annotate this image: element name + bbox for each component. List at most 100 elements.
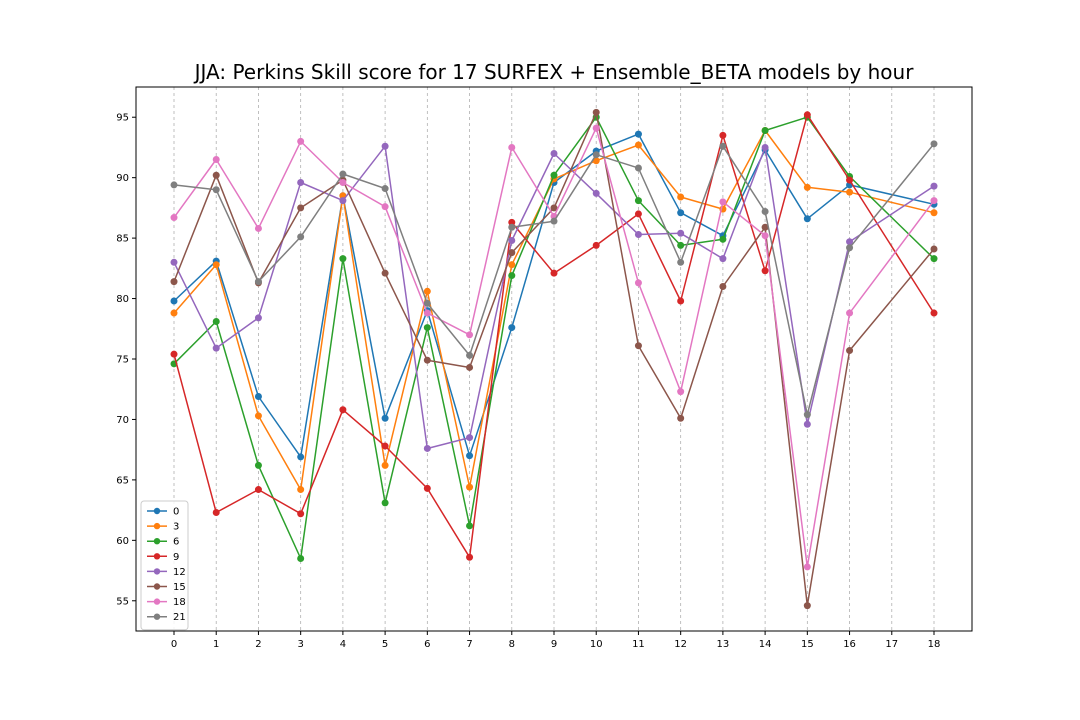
series-line [173,133,935,458]
data-point [930,309,938,317]
data-point [297,204,305,212]
data-point [677,297,685,305]
series-21 [170,140,938,419]
y-tick-label: 55 [116,596,129,607]
legend-item: 15 [147,582,186,593]
series-line [173,129,935,491]
data-point [423,324,431,332]
data-point [677,193,685,201]
data-point [930,182,938,190]
data-point [508,324,516,332]
legend-label: 21 [173,612,186,623]
data-point [846,347,854,355]
data-point [508,261,516,269]
legend-label: 18 [173,597,186,608]
data-point [381,414,389,422]
data-point [677,229,685,237]
data-point [170,258,178,266]
series-line [173,143,935,416]
data-point [297,453,305,461]
data-point [466,553,474,561]
data-point [761,223,769,231]
y-tick-label: 65 [116,475,129,486]
x-tick-label: 16 [843,639,856,650]
x-tick-label: 15 [801,639,814,650]
data-point [550,204,558,212]
data-point [592,108,600,116]
legend-swatch-marker [153,568,161,575]
series-line [173,145,935,450]
legend-item: 21 [147,612,186,623]
data-point [297,179,305,187]
x-tick-label: 14 [759,639,772,650]
data-point [212,186,220,194]
data-point [423,356,431,364]
data-point [466,331,474,339]
data-point [846,309,854,317]
legend-item: 6 [147,537,179,548]
data-point [212,261,220,269]
data-point [339,255,347,263]
data-point [381,203,389,211]
data-point [381,499,389,507]
data-point [550,149,558,157]
data-point [719,131,727,139]
data-point [677,414,685,422]
data-point [803,602,811,610]
data-point [508,143,516,151]
legend-swatch-marker [153,538,161,545]
data-point [254,412,262,420]
data-point [803,111,811,119]
data-point [297,137,305,145]
data-point [930,255,938,263]
data-point [803,411,811,419]
data-point [592,151,600,159]
data-point [466,363,474,371]
data-point [719,282,727,290]
legend-label: 15 [173,582,186,593]
series-layer [170,108,938,610]
legend-label: 0 [173,507,179,518]
series-line [173,127,935,568]
data-point [761,127,769,135]
data-point [212,318,220,326]
data-point [634,130,642,138]
legend-swatch-marker [153,583,161,590]
legend-item: 18 [147,597,186,608]
data-point [592,157,600,165]
data-point [254,314,262,322]
data-point [550,269,558,277]
x-tick-label: 9 [551,639,557,650]
data-point [719,142,727,150]
y-tick-label: 60 [116,536,129,547]
data-point [592,241,600,249]
data-point [297,486,305,494]
data-point [508,249,516,257]
data-point [170,350,178,358]
data-point [550,217,558,225]
data-point [170,214,178,222]
data-point [339,170,347,178]
x-tick-label: 4 [340,639,346,650]
data-point [634,279,642,287]
data-point [339,406,347,414]
data-point [170,297,178,305]
legend-label: 3 [173,522,179,533]
legend-swatch-marker [153,598,161,605]
data-point [930,245,938,253]
data-point [170,278,178,286]
data-point [297,554,305,562]
data-point [803,183,811,191]
x-tick-label: 7 [466,639,472,650]
data-point [930,140,938,148]
data-point [466,434,474,442]
legend-swatch-marker [153,613,161,620]
data-point [466,452,474,460]
data-point [254,392,262,400]
data-point [254,461,262,469]
data-point [846,188,854,196]
legend-label: 6 [173,537,179,548]
data-point [846,176,854,184]
data-point [761,232,769,240]
x-tick-label: 8 [509,639,515,650]
